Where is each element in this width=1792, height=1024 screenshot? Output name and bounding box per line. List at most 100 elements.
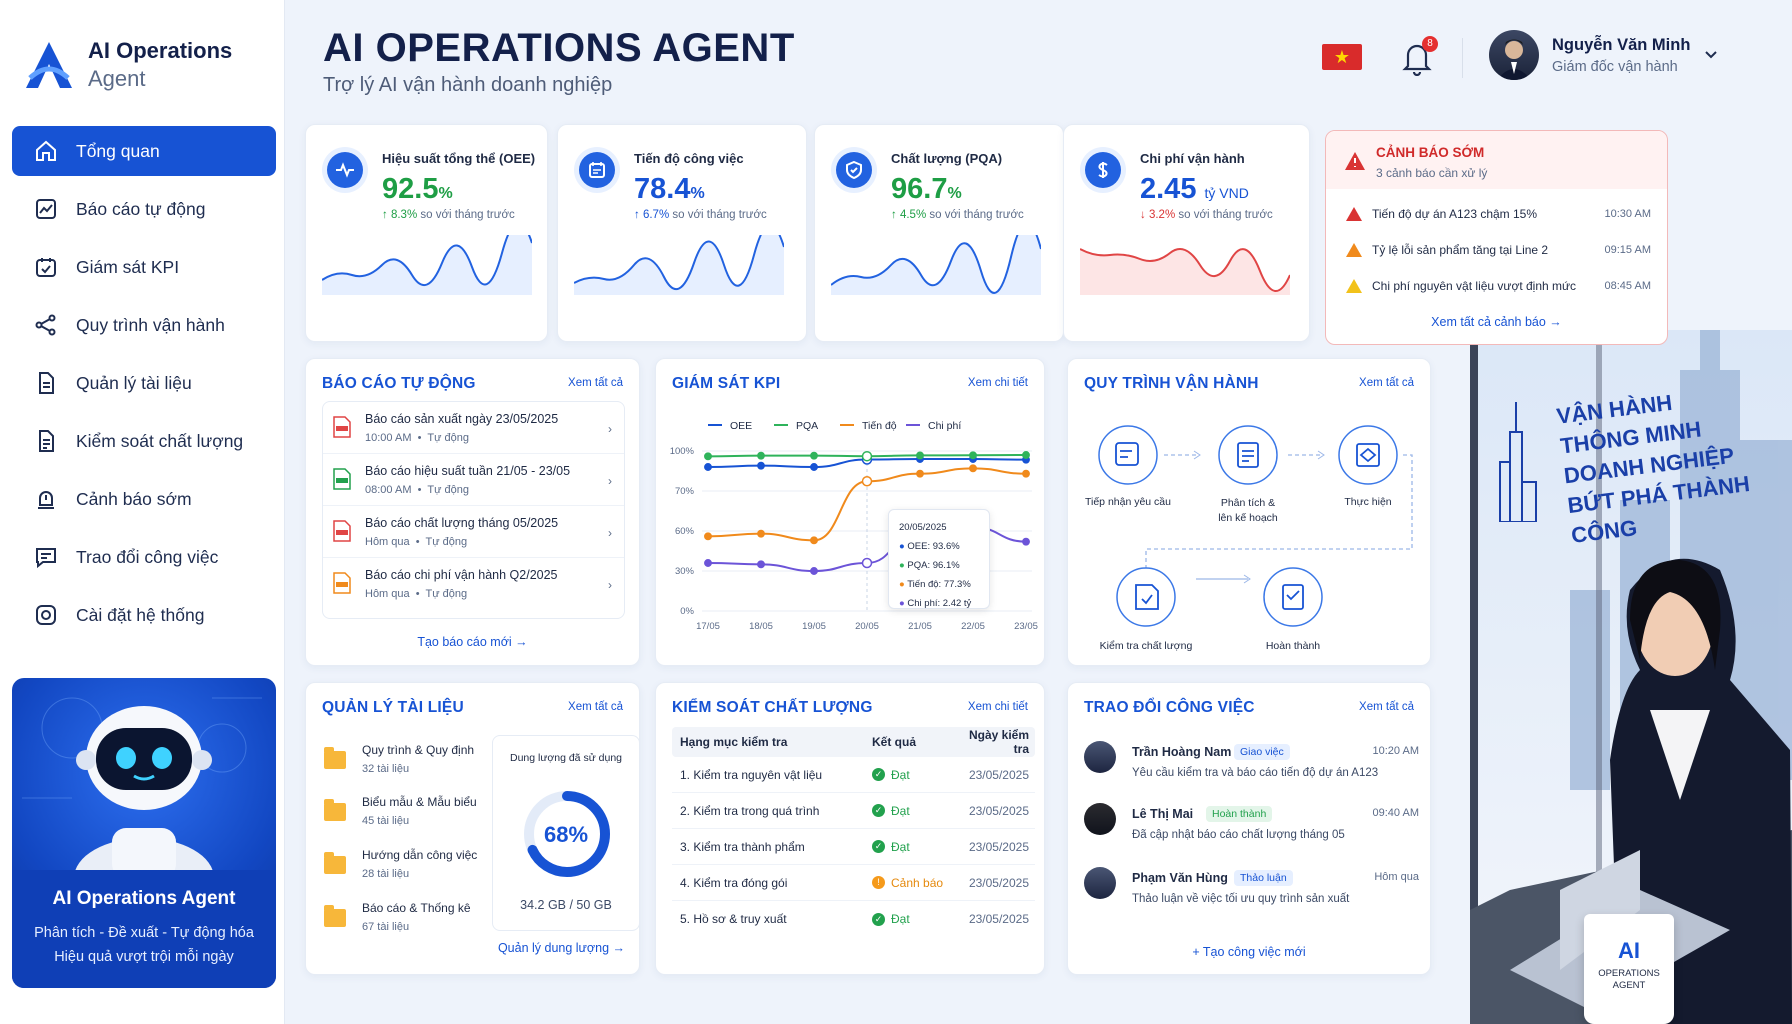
report-item[interactable]: Báo cáo hiệu suất tuần 21/05 - 23/05 08:… [323,454,624,506]
alert-count: 3 cảnh báo cần xử lý [1376,166,1488,180]
nav-item-settings[interactable]: Cài đặt hệ thống [12,590,276,640]
document-folder[interactable]: Quy trình & Quy định 32 tài liệu [324,741,484,781]
tooltip-pqa-value: PQA: 96.1% [907,560,960,571]
data-point [757,560,765,569]
folder-count: 32 tài liệu [362,763,410,775]
nav-item-quality[interactable]: Kiểm soát chất lượng [12,416,276,466]
report-item[interactable]: Báo cáo chất lượng tháng 05/2025 Hôm qua… [323,506,624,558]
data-point [704,452,712,461]
y-tick-label: 30% [675,566,695,577]
language-flag-icon[interactable]: ★ [1322,44,1362,70]
mug-line1: OPERATIONS [1598,968,1660,979]
folder-icon [324,905,346,927]
reports-title: BÁO CÁO TỰ ĐỘNG [322,375,476,392]
report-title: Báo cáo chất lượng tháng 05/2025 [365,516,559,530]
create-task-link[interactable]: + Tạo công việc mới [1192,945,1306,959]
message-item[interactable]: Trần Hoàng Nam Giao việc 10:20 AM Yêu cầ… [1084,741,1419,801]
reports-view-all-link[interactable]: Xem tất cả [568,377,623,389]
report-item[interactable]: Báo cáo sản xuất ngày 23/05/2025 10:00 A… [323,402,624,454]
kpi-change-text: so với tháng trước [1178,209,1273,221]
data-point [916,469,924,478]
message-text: Thảo luận về việc tối ưu quy trình sản x… [1132,893,1350,905]
alert-item[interactable]: Tỷ lệ lỗi sản phẩm tăng tại Line 2 09:15 … [1346,235,1651,265]
document-folder[interactable]: Báo cáo & Thống kê 67 tài liệu [324,899,484,939]
pdf-file-icon [333,416,351,438]
table-row[interactable]: 5. Hồ sơ & truy xuất ✓ Đạt 23/05/2025 [672,901,1035,937]
nav-item-reports[interactable]: Báo cáo tự động [12,184,276,234]
qc-item: 1. Kiểm tra nguyên vật liệu [680,767,823,782]
message-tag: Giao việc [1234,744,1290,760]
documents-title: QUẢN LÝ TÀI LIỆU [322,699,464,716]
kpi-change: ↑ 6.7% so với tháng trước [634,209,767,221]
quality-detail-link[interactable]: Xem chi tiết [967,701,1028,713]
qc-date: 23/05/2025 [968,803,1029,818]
alert-item[interactable]: Tiến độ dự án A123 chậm 15% 10:30 AM [1346,199,1651,229]
plan-icon [1237,442,1259,468]
message-item[interactable]: Phạm Văn Hùng Thảo luận Hôm qua Thảo luậ… [1084,867,1419,927]
create-task-label: Tạo công việc mới [1202,945,1306,959]
chevron-right-icon: › [608,422,612,436]
document-folder[interactable]: Hướng dẫn công việc 28 tài liệu [324,846,484,886]
create-report-link[interactable]: Tạo báo cáo mới → [417,635,528,649]
data-point [916,451,924,460]
manage-storage-link[interactable]: Quản lý dung lượng → [497,941,625,955]
main-nav: Tổng quan Báo cáo tự động Giám sát KPI Q… [12,126,276,648]
warning-icon [1346,279,1362,293]
dollar-icon [1098,162,1108,178]
storage-donut [524,791,610,877]
kpi-card-oee[interactable]: Hiệu suất tổng thể (OEE) 92.5% ↑ 8.3% so… [305,124,548,342]
nav-item-documents[interactable]: Quản lý tài liệu [12,358,276,408]
document-folder[interactable]: Biểu mẫu & Mẫu biểu 45 tài liệu [324,793,484,833]
kpi-number: 78.4 [634,173,691,205]
kpi-change-text: so với tháng trước [929,209,1024,221]
nav-item-alerts[interactable]: Cảnh báo sớm [12,474,276,524]
workflow-view-all-link[interactable]: Xem tất cả [1359,377,1414,389]
kpi-card-progress[interactable]: Tiến độ công việc 78.4% ↑ 6.7% so với th… [557,124,807,342]
nav-item-overview[interactable]: Tổng quan [12,126,276,176]
message-sender: Phạm Văn Hùng [1132,871,1228,885]
folder-count: 67 tài liệu [362,921,410,933]
create-report-label: Tạo báo cáo mới [417,635,512,649]
promo-footer [12,870,276,988]
view-all-alerts-link[interactable]: Xem tất cả cảnh báo → [1431,315,1562,329]
message-item[interactable]: Lê Thị Mai Hoàn thành 09:40 AM Đã cập nh… [1084,803,1419,863]
message-time: 09:40 AM [1372,807,1419,819]
coffee-mug: AI OPERATIONS AGENT [1584,914,1674,1024]
nav-item-workflow[interactable]: Quy trình vận hành [12,300,276,350]
table-row[interactable]: 2. Kiểm tra trong quá trình ✓ Đạt 23/05/202… [672,793,1035,829]
x-tick-label: 18/05 [749,621,773,632]
user-avatar[interactable] [1489,30,1539,80]
qc-date: 23/05/2025 [968,839,1029,854]
kpi-card-cost[interactable]: Chi phí vận hành 2.45 tỷ VND ↓ 3.2% so v… [1063,124,1310,342]
kpi-monitor-detail-link[interactable]: Xem chi tiết [967,377,1028,389]
messages-view-all-link[interactable]: Xem tất cả [1359,701,1414,713]
chevron-down-icon[interactable] [1704,50,1718,60]
data-point [704,463,712,471]
report-meta: 08:00 AM • Tự động [365,484,469,496]
kpi-card-quality[interactable]: Chất lượng (PQA) 96.7% ↑ 4.5% so với thá… [814,124,1064,342]
avatar-image [1497,39,1531,80]
quality-table: Hạng mục kiểm tra Kết quả Ngày kiểm tra 1.… [672,727,1035,937]
qc-result: Đạt [891,767,910,782]
arrow-down-icon: ↓ [1140,209,1149,221]
table-row[interactable]: 4. Kiểm tra đóng gói! Cảnh báo 23/05/2025 [672,865,1035,901]
documents-view-all-link[interactable]: Xem tất cả [568,701,623,713]
kpi-number: 96.7 [891,173,948,205]
app-logo[interactable]: AI Operations Agent [22,38,232,92]
kpi-monitor-panel: GIÁM SÁT KPI Xem chi tiết OEE PQA Tiến độ C… [655,358,1045,666]
kpi-label: Tiến độ công việc [634,151,744,166]
notification-bell-icon[interactable] [1400,38,1434,76]
kpi-change-text: so với tháng trước [420,209,515,221]
nav-item-kpi[interactable]: Giám sát KPI [12,242,276,292]
arrow-up-icon: ↑ [382,209,391,221]
folder-name: Biểu mẫu & Mẫu biểu [362,795,477,809]
nav-item-messages[interactable]: Trao đổi công việc [12,532,276,582]
table-row[interactable]: 3. Kiểm tra thành phẩm ✓ Đạt 23/05/2025 [672,829,1035,865]
report-item[interactable]: Báo cáo chi phí vận hành Q2/2025 Hôm qua… [323,558,624,610]
alert-text: Tỷ lệ lỗi sản phẩm tăng tại Line 2 [1372,243,1549,257]
tooltip-cost: ● Chi phí: 2.42 tỷ [899,598,972,609]
workflow-diagram [1098,425,1413,627]
alert-item[interactable]: Chi phí nguyên vật liệu vượt định mức 08:… [1346,271,1651,301]
alert-time: 10:30 AM [1604,208,1651,220]
table-row[interactable]: 1. Kiểm tra nguyên vật liệu ✓ Đạt 23/05/202… [672,757,1035,793]
